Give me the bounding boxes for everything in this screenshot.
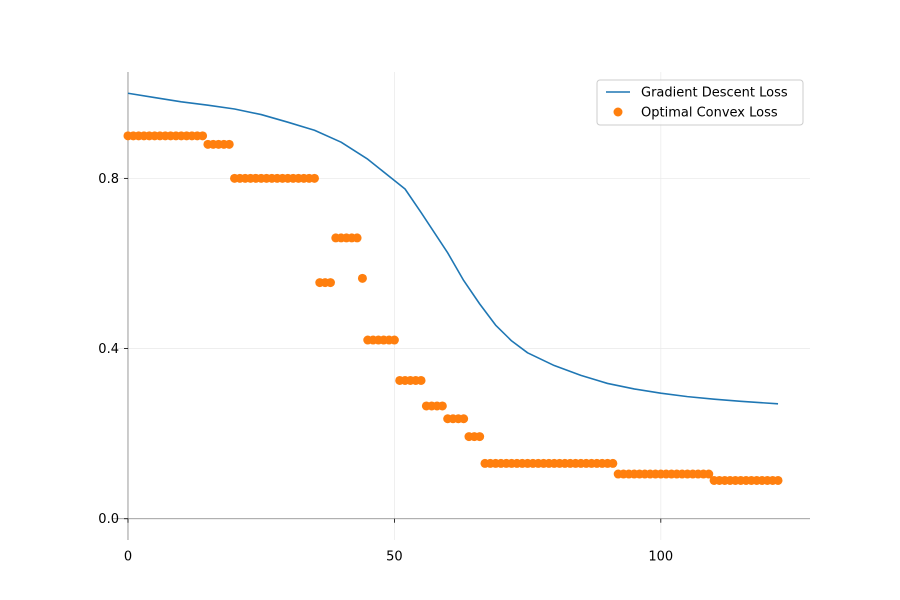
axes [112,72,810,540]
optimal-convex-loss-point [704,469,714,479]
tick-labels: 0 50 100 0.0 0.4 0.8 [98,172,673,565]
optimal-convex-loss-series [123,131,783,485]
optimal-convex-loss-point [224,139,234,149]
x-tick-label: 100 [648,550,673,565]
optimal-convex-loss-point [352,233,362,243]
x-tick-label: 0 [124,550,132,565]
optimal-convex-loss-point [325,278,335,288]
y-tick-label: 0.0 [98,512,119,527]
optimal-convex-loss-point [416,375,426,385]
optimal-convex-loss-point [459,414,469,424]
optimal-convex-loss-point [773,475,783,485]
optimal-convex-loss-point [309,173,319,183]
y-tick-label: 0.4 [98,342,119,357]
legend-scatter-swatch [613,107,623,117]
legend-label-gradient-descent-loss: Gradient Descent Loss [641,86,788,101]
optimal-convex-loss-point [437,401,447,411]
optimal-convex-loss-point [475,432,485,442]
y-tick-label: 0.8 [98,172,119,187]
grid-lines [112,72,810,540]
legend-box [596,79,804,126]
optimal-convex-loss-point [198,131,208,141]
optimal-convex-loss-point [357,273,367,283]
legend-label-optimal-convex-loss: Optimal Convex Loss [641,106,778,121]
x-tick-label: 50 [386,550,403,565]
gradient-descent-loss-line [127,92,779,405]
legend: Gradient Descent Loss Optimal Convex Los… [596,79,804,126]
optimal-convex-loss-point [608,458,618,468]
optimal-convex-loss-point [389,335,399,345]
gradient-descent-loss-series [127,92,779,405]
